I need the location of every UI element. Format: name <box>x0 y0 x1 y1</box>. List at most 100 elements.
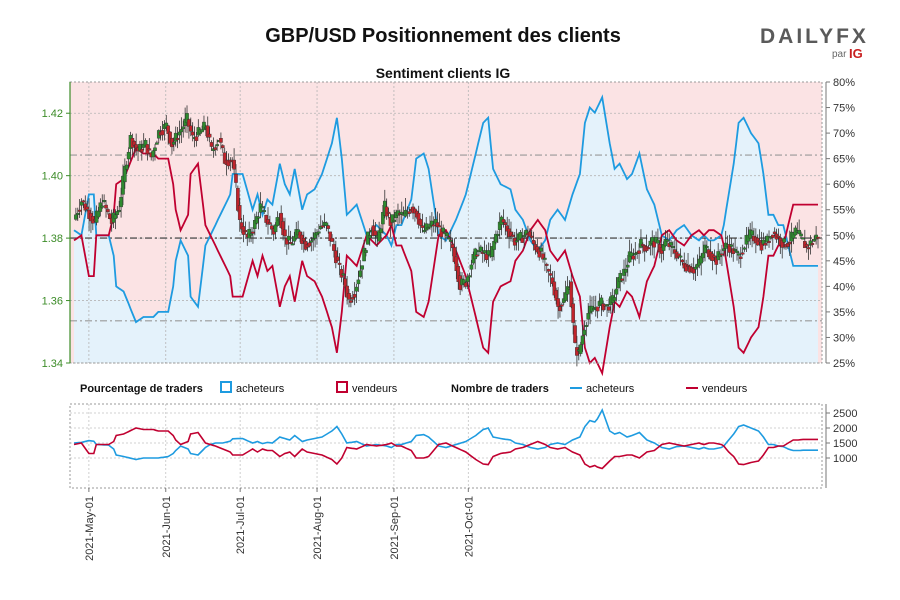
candle-body <box>528 231 532 237</box>
candle-body <box>529 235 534 238</box>
x-axis-label: 2021-Aug-01 <box>312 496 324 560</box>
candle-body <box>237 205 242 220</box>
candle-body <box>275 217 280 226</box>
brand-ig-text: IG <box>849 46 863 61</box>
dailyfx-logo: DAILYFX par IG <box>760 25 866 61</box>
candle-body <box>260 206 265 209</box>
right-axis-label: 75% <box>833 103 855 115</box>
left-axis-label: 1.40 <box>42 171 63 183</box>
candle-body <box>219 137 223 143</box>
candle-body <box>175 137 180 141</box>
candle-body <box>705 246 709 248</box>
candle-body <box>81 200 86 203</box>
candle-body <box>386 211 391 214</box>
candle-body <box>188 125 193 132</box>
candle-body <box>215 144 219 147</box>
chart-subtitle: Sentiment clients IG <box>376 65 511 81</box>
candle-body <box>324 222 329 226</box>
candle-body <box>104 204 108 209</box>
candle-body <box>806 247 811 250</box>
candle-body <box>482 250 487 254</box>
candle-body <box>714 257 719 265</box>
x-axis-label: 2021-Jul-01 <box>235 496 247 554</box>
candle-body <box>475 254 479 257</box>
candle-body <box>473 248 477 260</box>
candle-body <box>738 256 743 259</box>
candle-body <box>445 232 449 237</box>
candle-body <box>85 206 89 210</box>
left-axis-label: 1.38 <box>42 233 63 245</box>
candle-body <box>463 282 468 287</box>
candle-body <box>126 151 131 160</box>
candle-body <box>501 219 506 223</box>
left-price-axis: 1.34 1.36 1.38 1.40 1.42 <box>42 82 71 370</box>
candle-body <box>767 241 771 243</box>
candle-body <box>810 243 815 246</box>
candle-body <box>117 209 122 212</box>
candle-body <box>546 269 551 272</box>
candle-body <box>213 147 218 150</box>
candle-body <box>495 234 500 236</box>
candle-body <box>544 263 549 266</box>
right-axis-label: 55% <box>833 205 855 217</box>
candle-body <box>607 306 611 311</box>
candle-body <box>757 239 762 242</box>
candle-body <box>373 230 378 236</box>
candle-body <box>618 273 623 283</box>
legend-sellers-label: vendeurs <box>352 383 398 395</box>
candle-body <box>614 288 619 295</box>
candle-body <box>243 230 248 233</box>
candle-body <box>543 257 547 260</box>
candle-body <box>347 293 351 300</box>
candle-body <box>652 241 656 248</box>
candle-body <box>575 347 579 356</box>
candle-body <box>232 159 236 170</box>
candle-body <box>190 131 195 136</box>
candle-body <box>801 237 805 240</box>
candle-body <box>782 238 786 243</box>
candle-body <box>465 276 470 283</box>
candle-body <box>124 164 129 170</box>
candle-body <box>256 216 261 219</box>
candle-body <box>539 247 543 252</box>
candle-body <box>364 250 368 253</box>
candle-body <box>625 264 630 268</box>
legend-sellers-box <box>336 381 348 393</box>
right-axis-label: 80% <box>833 77 855 89</box>
candle-body <box>422 230 427 233</box>
legend-pct-title: Pourcentage de traders <box>80 383 203 395</box>
count-axis-label: 1000 <box>833 453 857 465</box>
candle-body <box>578 344 583 354</box>
candle-body <box>153 147 157 151</box>
candle-body <box>729 244 734 247</box>
candle-body <box>722 248 726 251</box>
candle-body <box>565 286 570 295</box>
candle-body <box>448 239 453 242</box>
candle-body <box>503 222 508 225</box>
candle-body <box>207 133 212 138</box>
x-axis-label: 2021-Jun-01 <box>161 496 173 558</box>
main-panel: 1.34 1.36 1.38 1.40 1.42 25% 30% 35% 40% 45% 50% 5… <box>42 77 855 377</box>
candle-body <box>656 239 660 244</box>
count-grid <box>70 404 822 488</box>
candle-body <box>106 209 110 213</box>
candle-body <box>166 125 170 134</box>
candle-body <box>665 239 670 242</box>
right-axis-label: 25% <box>833 358 855 370</box>
legend-count-title: Nombre de traders <box>451 383 549 395</box>
legend-buyers-label: acheteurs <box>236 383 285 395</box>
candle-body <box>320 225 325 228</box>
candle-body <box>548 273 553 276</box>
candle-body <box>309 240 314 243</box>
candle-body <box>812 239 817 242</box>
candle-body <box>582 329 587 336</box>
candle-body <box>113 214 118 219</box>
count-axis: 1000 1500 2000 2500 <box>825 404 857 488</box>
candle-body <box>759 242 764 251</box>
candle-body <box>772 231 777 234</box>
candle-body <box>307 242 312 247</box>
candle-body <box>531 239 536 245</box>
candle-body <box>143 140 148 147</box>
candle-body <box>100 205 105 208</box>
count-axis-label: 2500 <box>833 408 857 420</box>
